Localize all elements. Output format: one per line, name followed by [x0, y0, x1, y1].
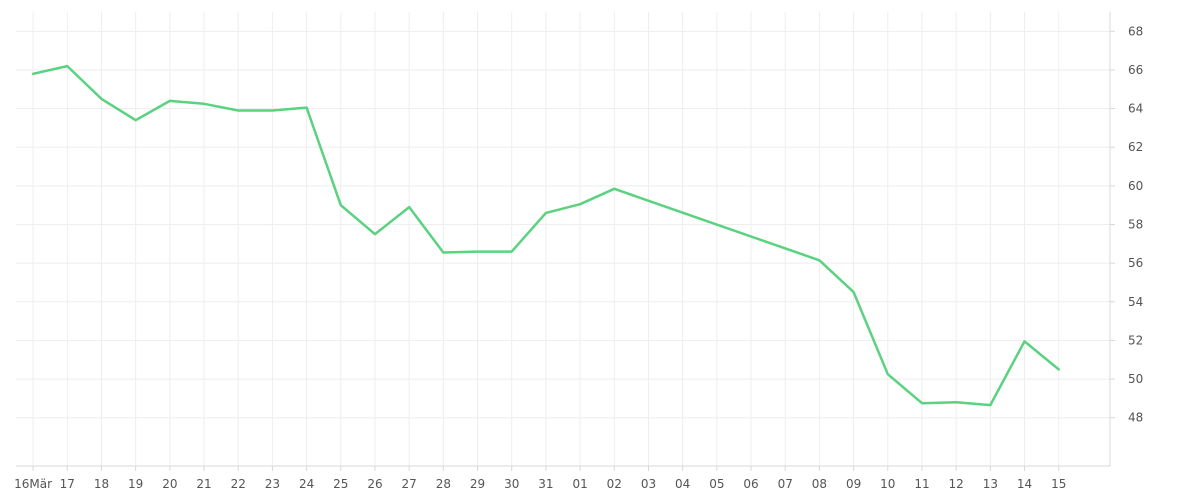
axes [16, 12, 1115, 471]
y-tick-label: 68 [1128, 24, 1143, 38]
x-tick-label: 09 [846, 477, 861, 491]
y-tick-label: 58 [1128, 218, 1143, 232]
y-tick-label: 56 [1128, 256, 1143, 270]
x-tick-label: 05 [709, 477, 724, 491]
x-tick-label: 14 [1017, 477, 1032, 491]
series-group [31, 64, 1060, 407]
x-tick-label: 26 [367, 477, 382, 491]
x-tick-label: 03 [641, 477, 656, 491]
series-line [31, 64, 1060, 407]
x-tick-label: 29 [470, 477, 485, 491]
x-tick-label: 11 [914, 477, 929, 491]
x-tick-label: 16Mär [14, 477, 52, 491]
y-tick-label: 50 [1128, 372, 1143, 386]
x-tick-label: 25 [333, 477, 348, 491]
y-tick-label: 62 [1128, 140, 1143, 154]
y-tick-label: 60 [1128, 179, 1143, 193]
horizontal-gridlines [16, 30, 1110, 419]
x-tick-label: 15 [1051, 477, 1066, 491]
y-tick-label: 54 [1128, 295, 1143, 309]
x-tick-label: 21 [196, 477, 211, 491]
vertical-gridlines [32, 12, 1060, 466]
x-tick-label: 24 [299, 477, 314, 491]
x-tick-label: 01 [572, 477, 587, 491]
x-tick-label: 18 [94, 477, 109, 491]
x-tick-label: 22 [231, 477, 246, 491]
x-tick-label: 02 [607, 477, 622, 491]
x-tick-label: 27 [402, 477, 417, 491]
y-tick-label: 66 [1128, 63, 1143, 77]
y-tick-label: 52 [1128, 333, 1143, 347]
x-tick-label: 28 [436, 477, 451, 491]
x-tick-label: 20 [162, 477, 177, 491]
x-tick-label: 04 [675, 477, 690, 491]
y-tick-label: 48 [1128, 411, 1143, 425]
x-tick-label: 08 [812, 477, 827, 491]
y-axis-tick-labels: 48 50 52 54 56 58 60 62 64 66 68 [1128, 24, 1143, 424]
x-tick-label: 31 [538, 477, 553, 491]
x-axis-tick-labels: 16Mär 17 18 19 20 21 22 23 24 25 26 27 28 29 30 31 01 02 0… [14, 477, 1066, 491]
x-tick-label: 17 [60, 477, 75, 491]
x-tick-label: 12 [949, 477, 964, 491]
x-tick-label: 10 [880, 477, 895, 491]
x-tick-label: 19 [128, 477, 143, 491]
x-tick-label: 06 [743, 477, 758, 491]
x-tick-label: 13 [983, 477, 998, 491]
x-tick-label: 30 [504, 477, 519, 491]
x-tick-label: 23 [265, 477, 280, 491]
y-tick-label: 64 [1128, 102, 1143, 116]
x-tick-label: 07 [778, 477, 793, 491]
